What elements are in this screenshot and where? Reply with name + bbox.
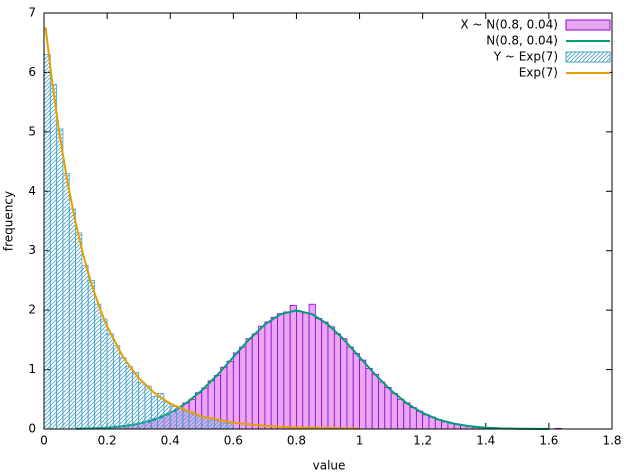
- y-tick-label: 6: [28, 65, 36, 79]
- histogram-bar: [258, 325, 266, 430]
- legend-label: N(0.8, 0.04): [486, 34, 558, 48]
- histogram-bar: [409, 407, 417, 430]
- histogram-bar: [75, 232, 83, 430]
- histogram-bar: [314, 318, 323, 430]
- histogram-bar: [384, 386, 392, 430]
- histogram-bar: [106, 333, 114, 430]
- y-tick-label: 0: [28, 422, 36, 436]
- histogram-bar: [333, 333, 342, 430]
- histogram-bar: [113, 345, 121, 430]
- y-tick-label: 1: [28, 362, 36, 376]
- histogram-bar: [264, 321, 272, 430]
- histogram-bar: [422, 414, 430, 430]
- histogram-bar: [87, 280, 95, 430]
- histogram-bar: [283, 311, 291, 430]
- y-axis-label: frequency: [2, 191, 16, 251]
- histogram-bar: [220, 422, 228, 430]
- histogram-bar: [441, 421, 449, 430]
- histogram-bar: [138, 382, 146, 430]
- legend-label: X ~ N(0.8, 0.04): [460, 18, 558, 32]
- histogram-bar: [277, 313, 285, 430]
- histogram-bar: [378, 381, 386, 430]
- histogram-bar: [296, 310, 304, 430]
- y-tick-label: 5: [28, 124, 36, 138]
- histogram-bar: [56, 128, 64, 430]
- histogram-bar: [359, 359, 367, 430]
- x-tick-label: 1.8: [602, 434, 621, 448]
- x-axis-label: value: [313, 459, 346, 473]
- x-tick-label: 0.2: [98, 434, 117, 448]
- histogram-bar: [144, 385, 152, 430]
- histogram-bar: [100, 318, 108, 430]
- histogram-bar: [119, 357, 127, 430]
- histogram-bar: [176, 407, 184, 430]
- histogram-bar: [43, 54, 51, 430]
- histogram-bar: [270, 316, 278, 430]
- line-series: [44, 27, 360, 430]
- x-tick-label: 1.2: [413, 434, 432, 448]
- histogram-bar: [49, 83, 58, 430]
- histogram-bar: [371, 373, 379, 430]
- histogram-bar: [289, 304, 297, 430]
- x-tick-label: 0.4: [161, 434, 180, 448]
- histogram-bar: [195, 415, 203, 430]
- x-tick-label: 1.4: [476, 434, 495, 448]
- histogram-bar: [213, 420, 222, 430]
- histogram-bar: [308, 303, 316, 430]
- histogram-bar: [346, 346, 354, 430]
- histogram-bar: [62, 173, 70, 430]
- histogram-bar: [321, 321, 329, 430]
- y-tick-label: 2: [28, 303, 36, 317]
- x-tick-label: 1.6: [539, 434, 558, 448]
- legend-swatch: [565, 19, 611, 31]
- histogram-bar: [232, 352, 241, 430]
- histogram-bar: [302, 312, 310, 430]
- y-tick-label: 7: [28, 6, 36, 20]
- legend-label: Y ~ Exp(7): [493, 50, 558, 64]
- histogram-bar: [415, 410, 424, 430]
- histogram-bar: [188, 413, 196, 430]
- histogram-bar: [169, 406, 177, 430]
- histogram-bar: [150, 395, 159, 430]
- histogram-bar: [352, 353, 360, 430]
- histogram-bar: [226, 422, 234, 430]
- histogram-bar: [226, 360, 234, 430]
- histogram-bar: [327, 326, 335, 430]
- histogram-bar: [239, 346, 247, 430]
- x-tick-label: 0.6: [224, 434, 243, 448]
- y-tick-label: 3: [28, 243, 36, 257]
- histogram-bar: [245, 338, 253, 430]
- legend-label: Exp(7): [519, 66, 558, 80]
- plot-border: [43, 12, 613, 430]
- histogram-bar: [251, 333, 259, 430]
- histogram-bar: [125, 366, 133, 430]
- x-tick-label: 0: [40, 434, 48, 448]
- histogram-bar: [397, 398, 405, 430]
- histogram-bar: [365, 367, 373, 430]
- histogram-bar: [94, 303, 102, 430]
- histogram-bar: [207, 419, 215, 430]
- histogram-bar: [131, 372, 140, 430]
- x-tick-label: 1: [356, 434, 364, 448]
- histogram-bar: [163, 401, 171, 430]
- legend-swatch: [565, 51, 611, 63]
- histogram-bar: [403, 402, 411, 430]
- x-tick-label: 0.8: [287, 434, 306, 448]
- histogram-bar: [340, 338, 348, 430]
- histogram-bar: [81, 265, 89, 430]
- histogram-bar: [182, 410, 190, 430]
- y-tick-label: 4: [28, 184, 36, 198]
- histogram-bar: [390, 392, 398, 430]
- histogram-bar: [201, 416, 209, 430]
- histogram-bar: [68, 208, 76, 430]
